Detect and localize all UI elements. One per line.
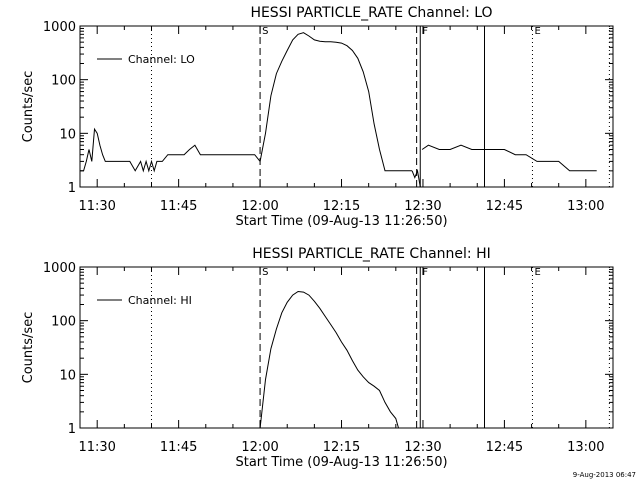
marker-label: S (262, 267, 268, 278)
x-tick-label: 11:45 (160, 199, 197, 214)
x-tick-label: 11:30 (78, 440, 115, 455)
x-tick-label: 12:45 (486, 199, 523, 214)
y-tick-label: 1 (68, 422, 76, 437)
x-tick-label: 12:15 (323, 199, 360, 214)
y-tick-label: 100 (51, 74, 76, 89)
y-axis-label: Counts/sec (21, 71, 36, 143)
x-tick-label: 12:00 (241, 440, 278, 455)
plot-frame (79, 266, 614, 429)
y-axis-label: Counts/sec (21, 312, 36, 384)
series-line (80, 127, 261, 173)
y-tick-label: 1000 (43, 20, 76, 35)
x-tick-label: 12:30 (404, 199, 441, 214)
marker-label: F (422, 267, 428, 278)
marker-label: E (534, 26, 540, 37)
y-tick-label: 10 (59, 127, 76, 142)
series-line (411, 168, 421, 188)
marker-label: F (422, 26, 428, 37)
x-tick-label: 11:30 (78, 199, 115, 214)
x-axis-label: Start Time (09-Aug-13 11:26:50) (235, 214, 447, 229)
x-axis-label: Start Time (09-Aug-13 11:26:50) (235, 455, 447, 470)
x-tick-label: 13:00 (567, 199, 604, 214)
x-tick-label: 13:00 (567, 440, 604, 455)
panel-hi: HESSI PARTICLE_RATE Channel: HI 1 10 100 100… (21, 246, 614, 470)
marker-label: E (534, 267, 540, 278)
footer-timestamp: 9-Aug-2013 06:47 (573, 471, 636, 479)
y-tick-label: 10 (59, 368, 76, 383)
x-tick-label: 12:45 (486, 440, 523, 455)
x-tick-label: 12:30 (404, 440, 441, 455)
x-tick-label: 11:45 (160, 440, 197, 455)
chart-title: HESSI PARTICLE_RATE Channel: LO (250, 5, 492, 21)
legend-label: Channel: LO (128, 53, 195, 66)
y-tick-label: 100 (51, 315, 76, 330)
y-tick-label: 1000 (43, 261, 76, 276)
panel-lo: HESSI PARTICLE_RATE Channel: LO 1 10 100 100… (21, 5, 614, 229)
series-line (259, 290, 399, 429)
marker-label: S (262, 26, 268, 37)
y-tick-label: 1 (68, 181, 76, 196)
x-tick-label: 12:00 (241, 199, 278, 214)
chart-title: HESSI PARTICLE_RATE Channel: HI (252, 246, 490, 262)
x-tick-label: 12:15 (323, 440, 360, 455)
series-line (421, 144, 597, 172)
legend-label: Channel: HI (128, 294, 192, 307)
plot-frame (79, 25, 614, 188)
series-line (259, 32, 413, 172)
